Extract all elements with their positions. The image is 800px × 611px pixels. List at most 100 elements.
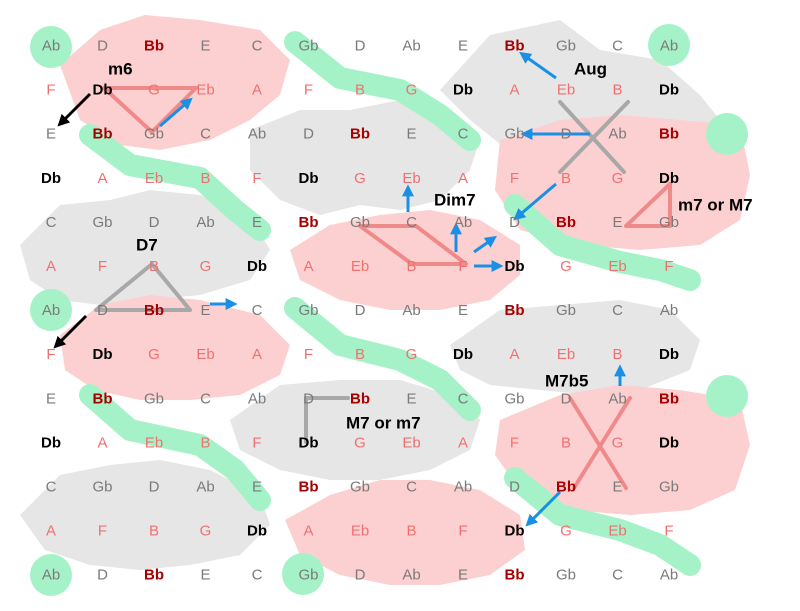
note-cell: A	[252, 82, 262, 99]
M7-gray-shape	[304, 396, 350, 444]
note-cell: Ab	[42, 567, 60, 584]
note-cell: Gb	[298, 38, 318, 55]
note-cell: Db	[659, 434, 679, 451]
note-cell: E	[200, 38, 210, 55]
note-cell: B	[406, 523, 416, 540]
gray-region	[450, 300, 700, 395]
pink-region	[60, 295, 290, 400]
note-grid: Ab D Bb E C Gb D Ab E Bb Gb C Ab F Db G Eb A F B G Db A Eb B Db E B…	[41, 38, 679, 584]
note-cell: G	[354, 170, 366, 187]
note-cell: Db	[659, 346, 679, 363]
note-cell: Ab	[608, 126, 626, 143]
note-cell: A	[97, 170, 107, 187]
gray-region	[250, 100, 480, 215]
note-cell: D	[355, 567, 366, 584]
note-cell: A	[46, 523, 56, 540]
note-cell: C	[458, 126, 469, 143]
note-cell: Db	[505, 258, 525, 275]
pink-region	[495, 385, 750, 515]
note-cell: Bb	[144, 302, 164, 319]
note-cell: Ab	[248, 390, 266, 407]
note-cell: Gb	[144, 126, 164, 143]
note-cell: F	[510, 434, 519, 451]
note-cell: Eb	[145, 434, 163, 451]
note-cell: Bb	[93, 390, 113, 407]
green-circle	[648, 24, 690, 66]
green-circle	[30, 289, 72, 331]
note-cell: Db	[299, 434, 319, 451]
note-cell: Bb	[299, 479, 319, 496]
arrows	[53, 51, 626, 527]
note-cell: Gb	[659, 214, 679, 231]
note-cell: F	[46, 346, 55, 363]
note-cell: G	[560, 258, 572, 275]
note-cell: Ab	[402, 38, 420, 55]
note-cell: E	[406, 390, 416, 407]
note-cell: Db	[93, 346, 113, 363]
note-cell: Gb	[556, 38, 576, 55]
note-cell: Eb	[145, 170, 163, 187]
m6-pink-shape	[102, 86, 198, 134]
note-cell: Db	[453, 82, 473, 99]
note-cell: A	[303, 258, 313, 275]
note-cell: Eb	[351, 523, 369, 540]
note-cell: Db	[41, 170, 61, 187]
note-cell: E	[458, 302, 468, 319]
note-cell: Bb	[556, 214, 576, 231]
green-bands	[79, 31, 701, 576]
note-cell: Ab	[42, 302, 60, 319]
note-cell: Bb	[505, 567, 525, 584]
note-cell: Bb	[350, 390, 370, 407]
note-cell: Bb	[350, 126, 370, 143]
note-cell: Db	[247, 523, 267, 540]
note-cell: Bb	[659, 390, 679, 407]
note-cell: Eb	[196, 346, 214, 363]
note-cell: B	[561, 170, 571, 187]
note-cell: Ab	[660, 38, 678, 55]
note-cell: G	[148, 82, 160, 99]
green-band	[504, 467, 701, 576]
green-band	[79, 384, 271, 511]
note-cell: Eb	[402, 434, 420, 451]
note-cell: F	[46, 82, 55, 99]
note-cell: B	[355, 346, 365, 363]
note-cell: Ab	[660, 567, 678, 584]
m7b5-line-2	[572, 396, 632, 490]
note-cell: Ab	[454, 479, 472, 496]
note-cell: Eb	[608, 258, 626, 275]
note-cell: F	[252, 434, 261, 451]
chord-regions	[20, 15, 750, 585]
note-cell: G	[406, 346, 418, 363]
note-cell: E	[200, 302, 210, 319]
label-m6: m6	[108, 60, 133, 79]
pink-region	[495, 115, 750, 250]
note-cell: E	[406, 126, 416, 143]
note-cell: Gb	[350, 214, 370, 231]
note-cell: C	[200, 126, 211, 143]
green-circle	[30, 26, 72, 68]
note-cell: B	[612, 346, 622, 363]
note-cell: F	[664, 258, 673, 275]
note-cell: Ab	[248, 126, 266, 143]
note-cell: A	[458, 170, 468, 187]
note-cell: D	[97, 38, 108, 55]
note-cell: G	[612, 170, 624, 187]
note-cell: C	[252, 38, 263, 55]
m7-pink-shape	[624, 182, 672, 228]
note-cell: C	[458, 390, 469, 407]
note-cell: E	[46, 390, 56, 407]
note-cell: G	[200, 258, 212, 275]
note-cell: Eb	[402, 170, 420, 187]
note-cell: G	[406, 82, 418, 99]
note-cell: G	[200, 523, 212, 540]
note-cell: Db	[247, 258, 267, 275]
note-cell: Bb	[93, 126, 113, 143]
note-cell: C	[200, 390, 211, 407]
note-cell: Db	[299, 170, 319, 187]
note-cell: Ab	[660, 302, 678, 319]
note-cell: Db	[453, 346, 473, 363]
note-cell: Bb	[144, 567, 164, 584]
label-m7-or-M7: m7 or M7	[678, 196, 753, 215]
